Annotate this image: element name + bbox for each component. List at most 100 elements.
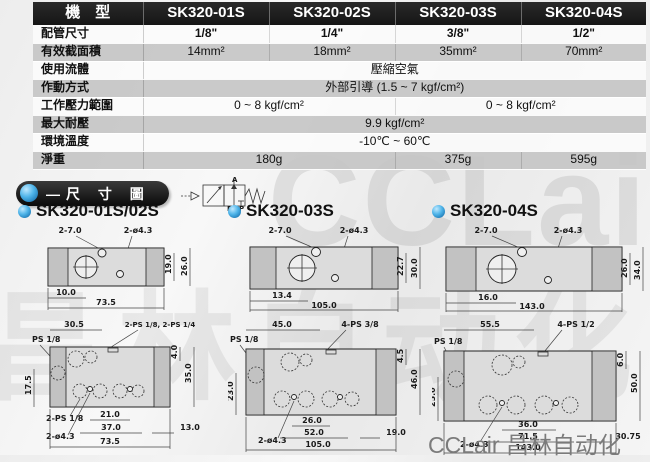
side-view-drawing: 45.0 4-PS 3/8 PS 1/8 4.5 46.0 23.0 2-ø4.… — [226, 320, 421, 452]
dim-label: 30.5 — [64, 320, 84, 329]
dim-label: 17.5 — [24, 375, 33, 395]
dim-label: 25.0 — [432, 387, 437, 407]
dim-label: 6.0 — [616, 352, 625, 367]
drawing-sk320-03s: SK320-03S 2-7.0 2-ø4.3 22.7 30.0 13.4 10… — [226, 200, 430, 458]
cell: 外部引導 (1.5 ~ 7 kgf/cm²) — [143, 79, 646, 98]
side-view-drawing: 55.5 4-PS 1/2 PS 1/8 6.0 50.0 25.0 2-ø4.… — [428, 320, 641, 455]
spec-header-row: 機 型 SK320-01S SK320-02S SK320-03S SK320-… — [33, 2, 646, 25]
row-label: 配管尺寸 — [33, 25, 144, 44]
port-a-label: A — [232, 176, 238, 184]
dim-label: 2-ø4.3 — [124, 226, 153, 235]
row-ambient-temp: 環境溫度 -10℃ ~ 60℃ — [33, 133, 646, 152]
drawing-sk320-04s: SK320-04S 2-7.0 2-ø4.3 26.0 34.0 16.0 14… — [428, 200, 648, 462]
row-label: 最大耐壓 — [33, 115, 144, 134]
dim-label: 143.0 — [519, 302, 545, 311]
cell: 1/4" — [268, 25, 395, 44]
cell: 70mm² — [520, 43, 646, 62]
dim-label: 26.0 — [180, 256, 189, 276]
port-p-label: P — [239, 205, 244, 211]
drawing-title: SK320-01S/02S — [18, 200, 226, 222]
dim-label: 36.0 — [518, 420, 538, 429]
row-weight: 淨重 180g 375g 595g — [33, 151, 646, 170]
top-view-drawing: 2-7.0 2-ø4.3 22.7 30.0 13.4 105.0 — [249, 226, 421, 312]
dim-label: 2-ø4.3 — [340, 226, 369, 235]
dim-label: 10.0 — [56, 288, 76, 297]
blue-ball-icon — [18, 204, 31, 218]
dim-label: PS 1/8 — [434, 337, 463, 346]
dim-label: 105.0 — [311, 301, 337, 310]
dim-label: PS 1/8 — [230, 335, 259, 344]
row-label: 使用流體 — [33, 61, 144, 80]
blue-ball-icon — [20, 183, 38, 202]
cell: 18mm² — [268, 43, 395, 62]
badge-dash: — — [46, 185, 60, 202]
cell: 0 ~ 8 kgf/cm² — [143, 97, 395, 116]
drawing-title-text: SK320-04S — [450, 201, 538, 220]
badge-label: 尺 寸 圖 — [66, 185, 151, 202]
cell: 595g — [520, 151, 646, 170]
dim-label: 2-PS 1/8 — [46, 414, 84, 423]
dim-label: 26.0 — [620, 258, 629, 278]
cell: -10℃ ~ 60℃ — [143, 133, 646, 152]
dim-label: 143.0 — [515, 443, 541, 452]
cell: 9.9 kgf/cm² — [143, 115, 646, 134]
row-pipe-size: 配管尺寸 1/8" 1/4" 3/8" 1/2" — [33, 25, 646, 44]
cell: 35mm² — [394, 43, 521, 62]
dimension-badge: — 尺 寸 圖 — [16, 180, 169, 206]
row-effective-area: 有效截面積 14mm² 18mm² 35mm² 70mm² — [33, 43, 646, 62]
model-column-2: SK320-02S — [268, 2, 395, 25]
row-fluid: 使用流體 壓縮空氣 — [33, 61, 646, 80]
dim-label: 73.5 — [100, 437, 120, 446]
drawing-title-text: SK320-01S/02S — [36, 201, 159, 220]
dim-label: 2-ø4.3 — [554, 226, 583, 235]
dim-label: 35.0 — [184, 363, 193, 383]
dim-label: 73.5 — [96, 298, 116, 307]
dim-label: 45.0 — [272, 320, 292, 329]
blue-ball-icon — [228, 204, 241, 218]
dim-label: 52.0 — [304, 428, 324, 437]
dim-label: 46.0 — [410, 369, 419, 389]
dim-label: 2-ø4.3 — [258, 436, 287, 445]
dim-label: 55.5 — [480, 320, 500, 329]
dim-label: 22.7 — [396, 256, 405, 276]
model-column-4: SK320-04S — [520, 2, 646, 25]
model-header-label: 機 型 — [33, 2, 143, 25]
row-actuation: 作動方式 外部引導 (1.5 ~ 7 kgf/cm²) — [33, 79, 646, 98]
model-column-1: SK320-01S — [142, 2, 269, 25]
row-label: 工作壓力範圍 — [33, 97, 144, 116]
cell: 1/2" — [520, 25, 646, 44]
row-label: 作動方式 — [33, 79, 144, 98]
dim-label: 4-PS 1/2 — [557, 320, 594, 329]
cell: 1/8" — [143, 25, 269, 44]
dim-label: 50.0 — [630, 373, 639, 393]
blue-ball-icon — [432, 204, 445, 218]
dim-label: 4.0 — [170, 344, 179, 359]
drawing-title: SK320-03S — [228, 200, 430, 222]
dim-label: 2-ø4.3 — [46, 432, 75, 441]
drawing-sk320-01s-02s: SK320-01S/02S 2-7.0 2-ø4.3 19.0 26.0 10.… — [18, 200, 226, 456]
top-view-drawing: 2-7.0 2-ø4.3 26.0 34.0 16.0 143.0 — [445, 226, 644, 312]
dim-label: 13.4 — [272, 291, 292, 300]
dim-label: 4-PS 3/8 — [341, 320, 379, 329]
cell: 14mm² — [143, 43, 269, 62]
dim-label: 105.0 — [305, 440, 331, 449]
cell: 3/8" — [394, 25, 521, 44]
dim-label: 21.0 — [100, 410, 120, 419]
dim-label: 2-7.0 — [268, 226, 291, 235]
dim-label: PS 1/8 — [32, 335, 61, 344]
dim-label: 71.5 — [518, 432, 538, 441]
dim-label: 37.0 — [101, 423, 121, 432]
model-column-3: SK320-03S — [394, 2, 521, 25]
dimension-section-header: —尺 寸 圖 A R P — [16, 175, 271, 211]
dim-label: 13.0 — [180, 423, 200, 432]
dim-label: 2-ø4.3 — [460, 440, 489, 449]
dim-label: 19.0 — [164, 254, 173, 274]
dim-label: 26.0 — [302, 416, 322, 425]
row-label: 環境溫度 — [33, 133, 144, 152]
drawing-title: SK320-04S — [432, 200, 648, 222]
dim-label: 4.5 — [396, 348, 405, 363]
dim-label: 34.0 — [633, 260, 642, 280]
dim-label: 23.0 — [228, 381, 235, 401]
top-view-drawing: 2-7.0 2-ø4.3 19.0 26.0 10.0 73.5 — [47, 226, 191, 310]
watermark-footer: CCLair 昌林自动化 — [428, 432, 621, 458]
